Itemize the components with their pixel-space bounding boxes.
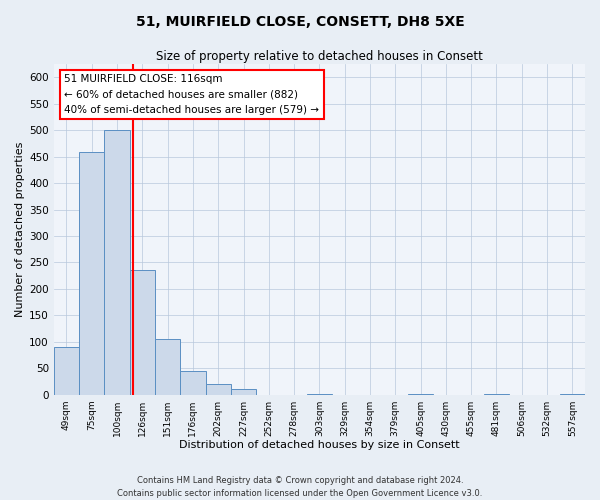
Bar	[155, 339, 180, 394]
X-axis label: Distribution of detached houses by size in Consett: Distribution of detached houses by size …	[179, 440, 460, 450]
Bar	[231, 390, 256, 394]
Bar	[206, 384, 231, 394]
Bar	[104, 130, 130, 394]
Text: Contains HM Land Registry data © Crown copyright and database right 2024.
Contai: Contains HM Land Registry data © Crown c…	[118, 476, 482, 498]
Y-axis label: Number of detached properties: Number of detached properties	[15, 142, 25, 317]
Bar	[79, 152, 104, 394]
Bar	[54, 347, 79, 395]
Text: 51 MUIRFIELD CLOSE: 116sqm
← 60% of detached houses are smaller (882)
40% of sem: 51 MUIRFIELD CLOSE: 116sqm ← 60% of deta…	[64, 74, 319, 116]
Title: Size of property relative to detached houses in Consett: Size of property relative to detached ho…	[156, 50, 483, 63]
Bar	[130, 270, 155, 394]
Bar	[180, 371, 206, 394]
Text: 51, MUIRFIELD CLOSE, CONSETT, DH8 5XE: 51, MUIRFIELD CLOSE, CONSETT, DH8 5XE	[136, 15, 464, 29]
